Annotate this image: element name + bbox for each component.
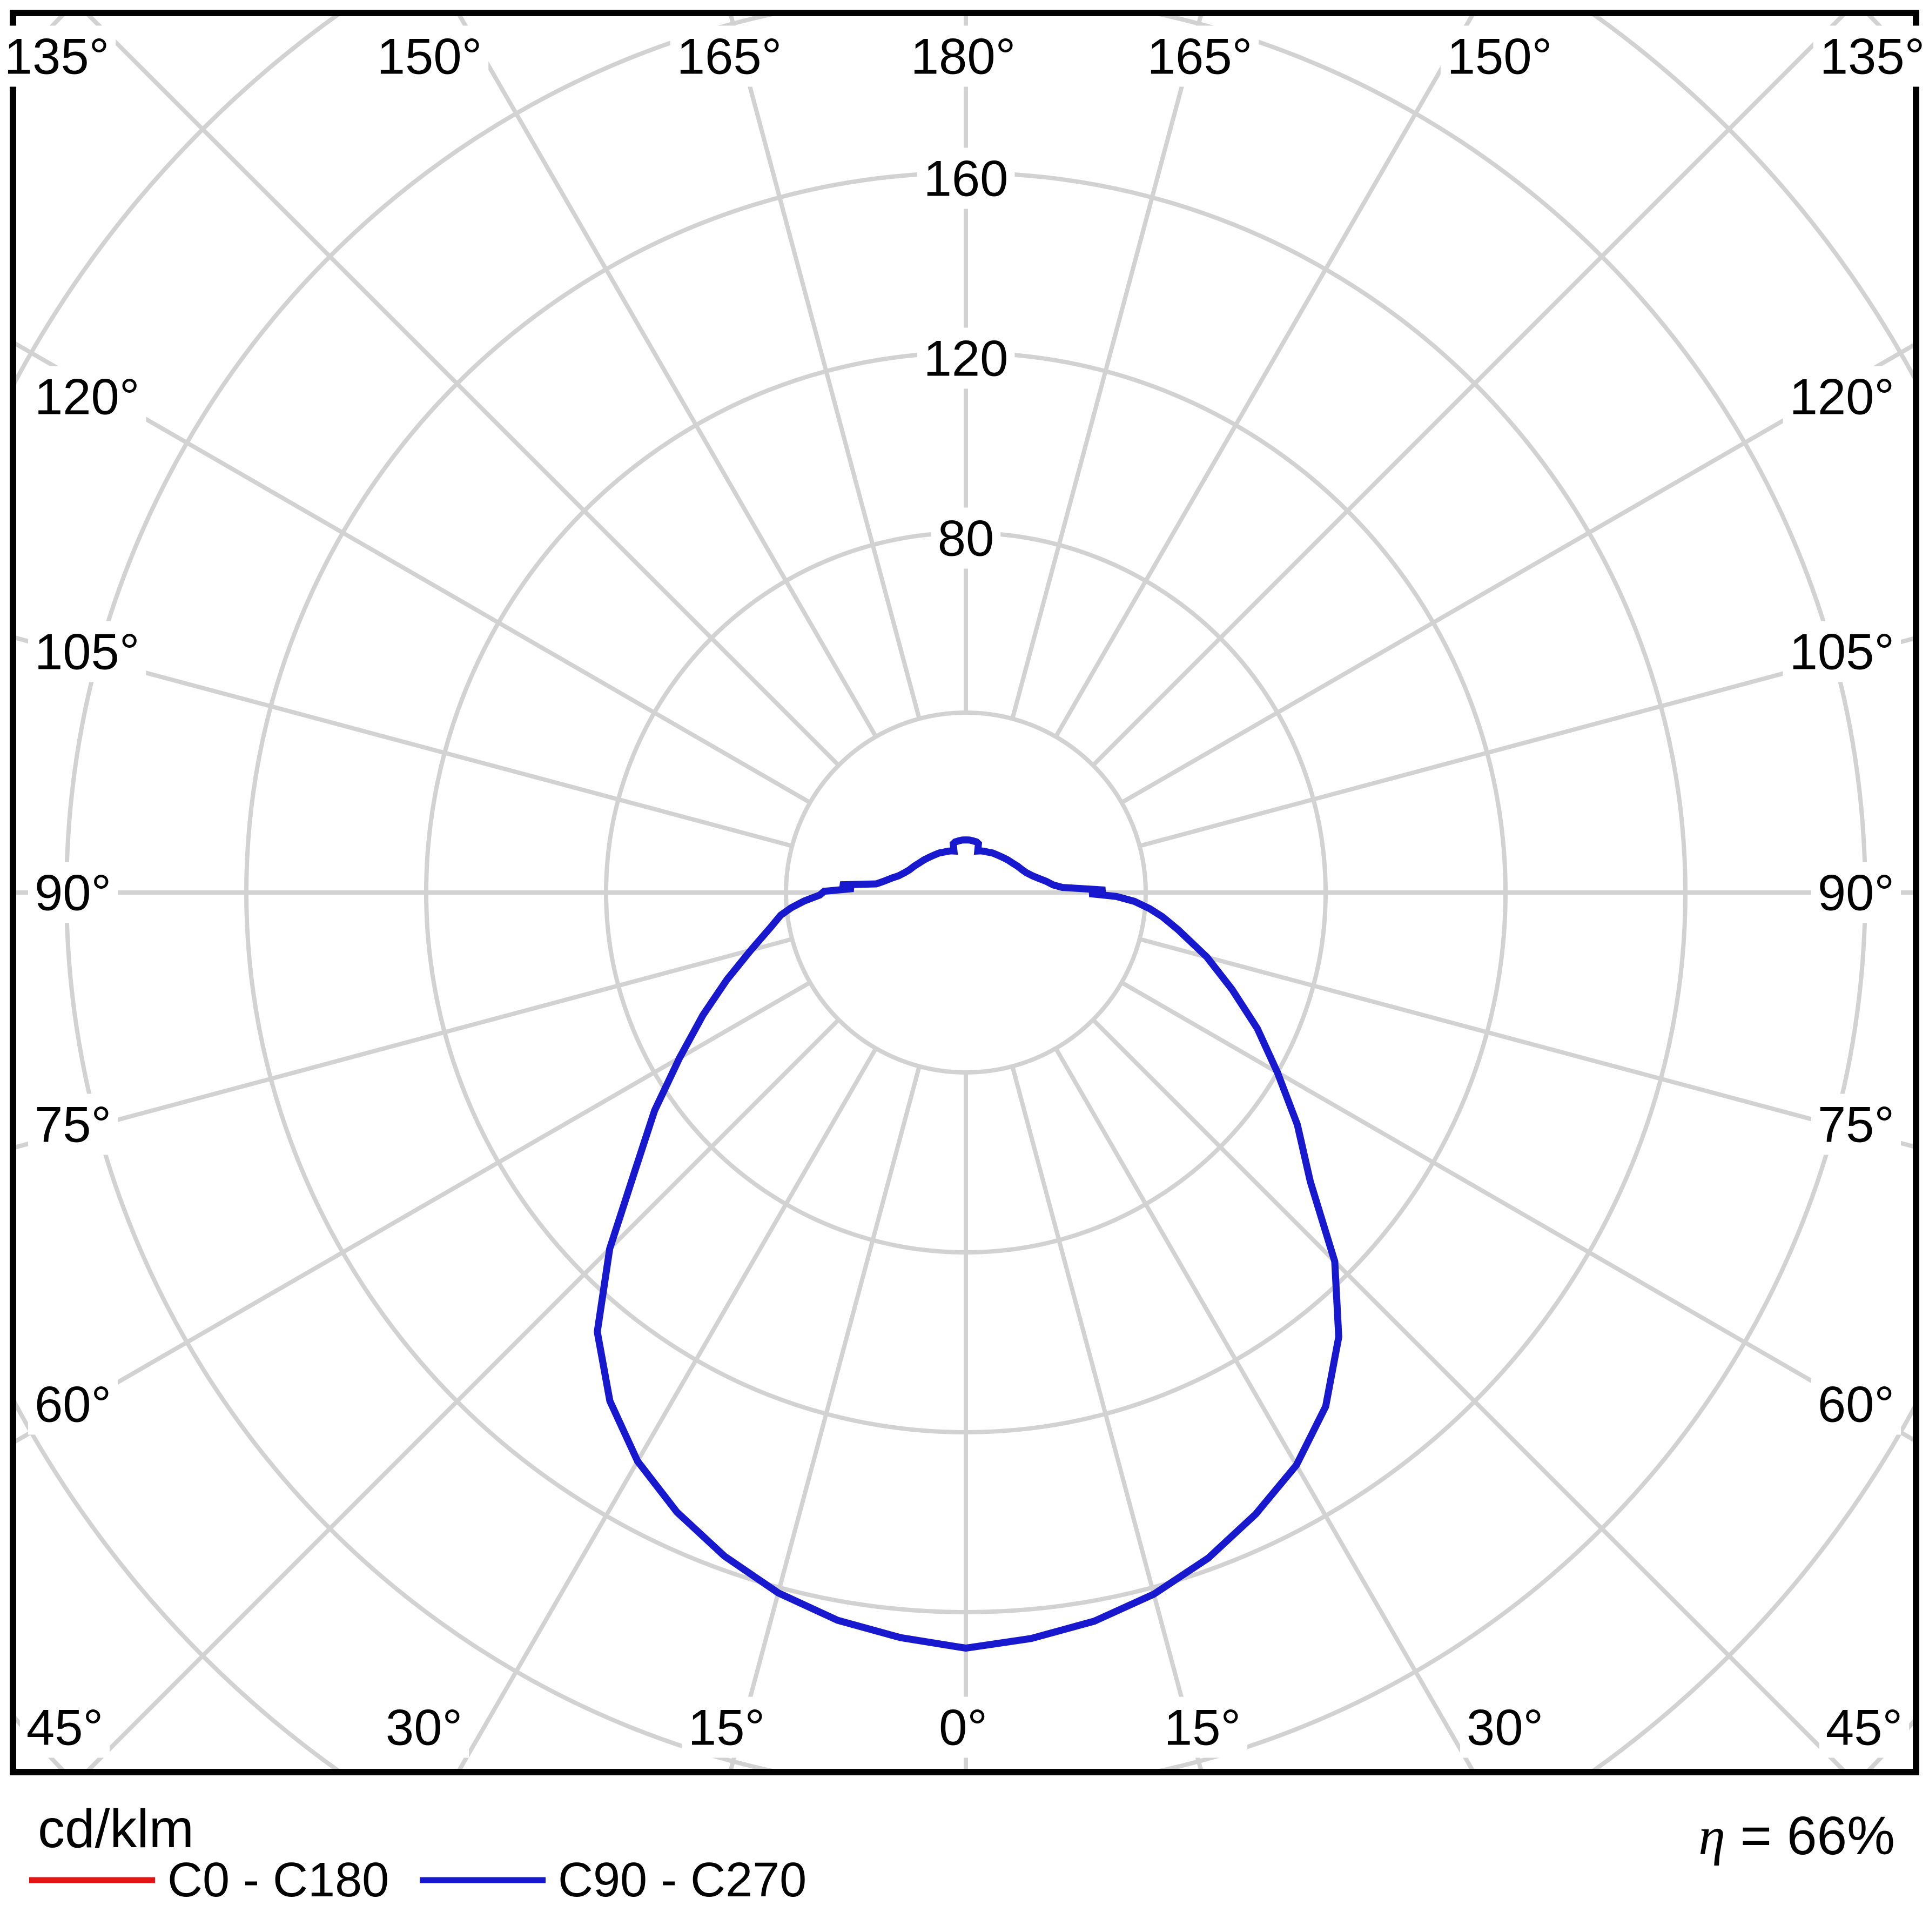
label-background [19, 1696, 110, 1758]
grid-spoke [1120, 343, 1913, 804]
label-background [28, 1094, 118, 1155]
grid-spoke [86, 16, 841, 767]
grid-spoke [1139, 937, 1913, 1149]
label-background [1460, 1696, 1550, 1758]
legend-label-c90-c270: C90 - C270 [558, 1853, 806, 1907]
label-background [931, 507, 1001, 569]
label-background [370, 25, 489, 87]
angle-labels: 135° 150° 165° 180° 165° 150° 135° 45° 30° 15° 0° 1… [0, 25, 1929, 1758]
ring-value-label: 160 [924, 150, 1009, 207]
label-background [28, 621, 146, 682]
distribution-curves [594, 836, 1342, 1652]
label-background [28, 1373, 118, 1435]
label-background [28, 862, 118, 923]
label-background [1813, 25, 1929, 87]
legend: cd/klm C0 - C180 C90 - C270 η = 66% [29, 1799, 1895, 1907]
grid-spoke [16, 635, 793, 848]
angle-label-top: 150° [1447, 28, 1552, 85]
angle-label-top: 165° [677, 28, 782, 85]
angle-label-right: 105° [1790, 623, 1894, 680]
grid-spoke [1054, 1047, 1475, 1769]
angle-label-bottom: 45° [1826, 1699, 1903, 1756]
angle-label-top: 135° [1820, 28, 1925, 85]
angle-label-top: 180° [911, 28, 1016, 85]
ring-value-label: 120 [924, 330, 1009, 387]
grid-spoke [729, 16, 922, 720]
label-background [1440, 25, 1559, 87]
label-background [1811, 1094, 1901, 1155]
grid-spoke [1010, 16, 1203, 720]
angle-label-top: 150° [377, 28, 482, 85]
angle-label-top: 135° [4, 28, 109, 85]
grid-spoke [1139, 636, 1913, 848]
label-background [932, 1696, 994, 1758]
angle-label-left: 105° [35, 623, 139, 680]
grid-spoke [457, 16, 878, 738]
plot-frame-border [10, 10, 1919, 1775]
label-background [917, 147, 1015, 209]
label-background [1157, 1696, 1248, 1758]
efficiency-label: η = 66% [1698, 1806, 1895, 1866]
label-background [1783, 366, 1901, 427]
grid-spoke [729, 1065, 922, 1769]
intensity-curve-C90-C270 [594, 836, 1342, 1652]
label-background [917, 327, 1015, 389]
angle-label-bottom: 45° [26, 1699, 103, 1756]
angle-label-right: 75° [1818, 1096, 1894, 1153]
angle-label-top: 165° [1147, 28, 1252, 85]
angle-label-bottom: 0° [939, 1699, 987, 1756]
angle-label-bottom: 30° [1467, 1699, 1543, 1756]
ring-value-label: 80 [938, 510, 994, 567]
legend-label-c0-c180: C0 - C180 [167, 1853, 389, 1907]
grid-spoke [16, 981, 811, 1444]
label-background [0, 25, 116, 87]
grid-spoke [1091, 1018, 1845, 1769]
grid-spoke [457, 1047, 878, 1769]
label-background [670, 25, 789, 87]
angle-label-left: 60° [35, 1376, 111, 1433]
label-background [1811, 1373, 1901, 1435]
angle-label-bottom: 15° [688, 1699, 765, 1756]
units-label: cd/klm [38, 1799, 194, 1859]
angle-label-right: 90° [1818, 864, 1894, 921]
angle-label-left: 90° [35, 864, 111, 921]
label-background [1811, 862, 1901, 923]
grid-spoke [1120, 981, 1913, 1443]
angle-label-right: 120° [1790, 368, 1894, 425]
grid-spoke [16, 341, 811, 804]
grid-spoke [16, 937, 793, 1150]
label-background [28, 366, 146, 427]
label-background [681, 1696, 772, 1758]
label-background [1819, 1696, 1910, 1758]
label-background [1783, 621, 1901, 682]
label-background [1140, 25, 1259, 87]
angle-label-right: 60° [1818, 1376, 1894, 1433]
angle-label-left: 120° [35, 368, 139, 425]
angle-label-bottom: 30° [386, 1699, 462, 1756]
angle-label-left: 75° [35, 1096, 111, 1153]
ring-value-labels: 80 120 160 [917, 147, 1015, 569]
grid-spoke [1010, 1065, 1203, 1769]
label-background [379, 1696, 469, 1758]
label-background [904, 25, 1023, 87]
grid-spoke [1054, 16, 1475, 738]
angle-label-bottom: 15° [1164, 1699, 1241, 1756]
grid-spoke [86, 1018, 841, 1769]
